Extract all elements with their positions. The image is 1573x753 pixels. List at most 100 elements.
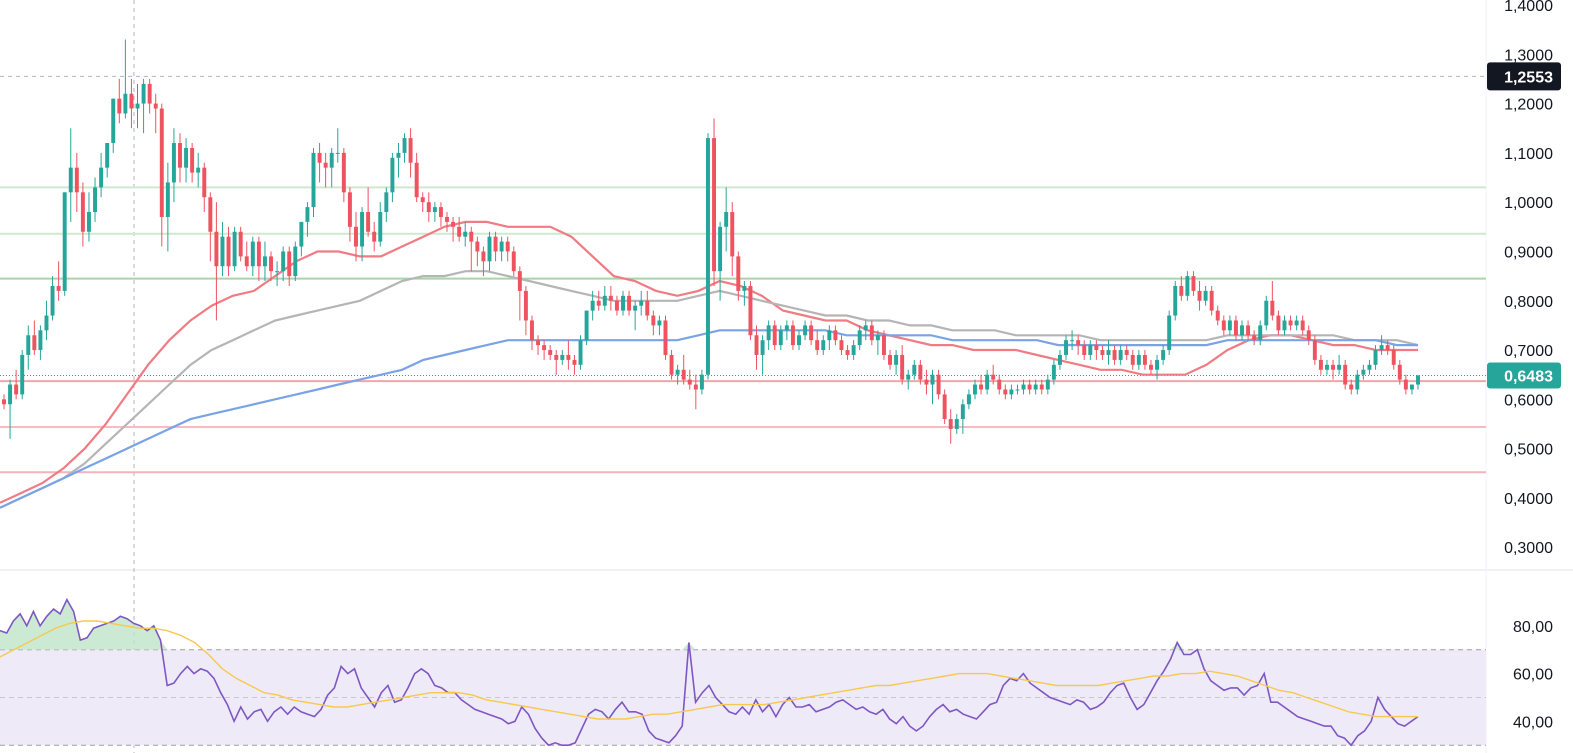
candle <box>803 320 808 341</box>
candle <box>523 285 528 336</box>
candle <box>973 379 977 400</box>
price-tick-label: 0,6000 <box>1504 392 1553 409</box>
candle <box>517 266 522 321</box>
candle-body <box>171 143 176 183</box>
candle <box>766 320 771 351</box>
candle-body <box>262 256 267 267</box>
candle <box>1343 359 1348 390</box>
candle <box>827 325 832 351</box>
candle-body <box>420 197 425 203</box>
candle <box>402 133 407 163</box>
candle-body <box>354 226 358 247</box>
candle-body <box>178 143 182 168</box>
candle-body <box>930 374 935 385</box>
candle <box>1136 350 1141 370</box>
candle-body <box>123 93 128 114</box>
candle-body <box>973 384 977 395</box>
candle-body <box>797 335 801 346</box>
candle-body <box>1306 330 1311 341</box>
candle <box>894 350 899 375</box>
candle-body <box>894 354 899 365</box>
candle <box>1100 345 1105 360</box>
candle-body <box>196 167 201 173</box>
candle <box>1015 384 1020 395</box>
candle <box>1076 335 1081 355</box>
candle <box>863 320 868 341</box>
candle <box>906 369 911 390</box>
candle-body <box>1258 325 1263 341</box>
candle-body <box>232 231 237 267</box>
candle <box>1324 359 1329 375</box>
last-price-label: 0,6483 <box>1487 362 1561 389</box>
candle-body <box>1294 320 1299 326</box>
candle-body <box>1240 325 1244 336</box>
candle-body <box>1015 389 1020 391</box>
candle <box>1064 335 1068 360</box>
candle-body <box>463 231 468 237</box>
candle-body <box>1197 290 1202 301</box>
candle-body <box>1355 374 1360 390</box>
candle-body <box>62 192 67 291</box>
candle-body <box>111 98 116 144</box>
candle-body <box>633 305 638 311</box>
horizontal-levels <box>0 186 1486 474</box>
candle <box>32 320 37 355</box>
candle <box>1155 354 1160 380</box>
candle-body <box>657 320 662 326</box>
candle-body <box>1209 290 1214 311</box>
candle <box>287 246 292 286</box>
candle <box>80 182 85 247</box>
candle-body <box>141 83 146 104</box>
candle <box>1373 345 1378 370</box>
candle-body <box>803 325 808 336</box>
candle-body <box>1288 320 1293 326</box>
candle <box>299 221 304 257</box>
candle-body <box>857 330 862 346</box>
candle <box>869 320 874 346</box>
candle <box>123 39 128 119</box>
price-tick-label: 1,3000 <box>1504 47 1553 64</box>
candle-body <box>1312 340 1317 360</box>
candle <box>1361 364 1366 380</box>
candle <box>554 350 559 375</box>
candle <box>256 236 261 282</box>
candle-body <box>651 315 656 326</box>
candle-body <box>560 354 565 360</box>
candle <box>1070 330 1075 351</box>
candle <box>772 320 777 351</box>
candle-body <box>220 236 225 267</box>
candle-body <box>536 340 541 346</box>
candle-body <box>1009 389 1014 395</box>
candle-body <box>469 231 474 242</box>
candle-body <box>705 138 710 375</box>
candle-body <box>724 212 729 227</box>
candle-body <box>214 231 219 267</box>
candle-body <box>390 157 395 193</box>
rsi-series-line-0 <box>0 597 1419 747</box>
candle <box>99 152 104 198</box>
candle <box>985 369 990 395</box>
candle-body <box>366 212 371 232</box>
candle <box>420 192 425 213</box>
candle <box>687 369 692 390</box>
candle <box>1282 315 1287 336</box>
candle-body <box>1021 384 1026 390</box>
candle <box>250 236 255 277</box>
candle <box>1045 374 1050 395</box>
candle-body <box>335 152 340 154</box>
crosshair-price-label: 1,2553 <box>1487 62 1561 91</box>
candle <box>129 78 134 129</box>
candle-body <box>1057 354 1062 365</box>
candle-body <box>165 182 170 217</box>
candle <box>1161 345 1166 365</box>
candle-body <box>1203 290 1208 301</box>
candle-body <box>530 320 534 341</box>
candle <box>1051 359 1056 385</box>
candle <box>1106 340 1111 365</box>
candle-body <box>1155 359 1160 370</box>
price-tick-label: 0,7000 <box>1504 343 1553 360</box>
candle-body <box>408 138 413 163</box>
candle-body <box>1300 320 1305 331</box>
candle-body <box>614 300 619 311</box>
candle <box>718 221 723 301</box>
